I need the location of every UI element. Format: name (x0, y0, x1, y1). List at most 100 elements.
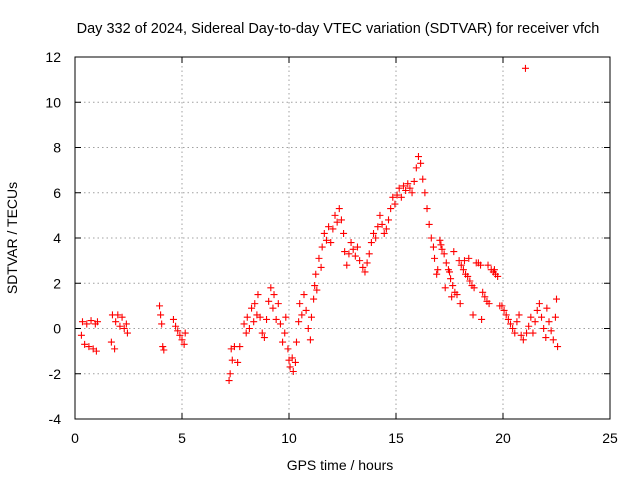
data-point (395, 184, 403, 192)
data-point (542, 334, 550, 342)
data-point (83, 320, 91, 328)
data-point (93, 318, 101, 326)
data-point (118, 313, 126, 321)
data-point (340, 229, 348, 237)
data-point (380, 229, 388, 237)
data-point (243, 313, 251, 321)
data-point (464, 272, 472, 280)
y-tick-label: 0 (53, 321, 61, 337)
x-tick-label: 5 (178, 430, 186, 446)
data-point (540, 325, 548, 332)
data-point (318, 243, 326, 251)
data-point (399, 182, 407, 190)
data-point (484, 261, 492, 269)
y-axis-label: SDTVAR / TECUs (4, 182, 20, 294)
data-point (517, 331, 525, 339)
data-point (307, 313, 315, 321)
y-tick-labels: -4 -2 0 2 4 6 8 10 12 (45, 49, 61, 427)
data-point (272, 315, 280, 323)
data-point (122, 320, 130, 328)
data-point (529, 329, 537, 337)
data-point (525, 322, 533, 330)
data-point (457, 261, 465, 269)
data-point (419, 175, 427, 183)
data-point (347, 239, 355, 247)
data-point (441, 284, 449, 292)
data-point (438, 245, 446, 253)
data-point (160, 346, 168, 354)
data-point (523, 329, 531, 337)
data-point (509, 325, 517, 332)
data-point (365, 250, 373, 258)
data-point (254, 291, 262, 299)
data-point (515, 311, 523, 319)
data-point (500, 306, 508, 314)
data-point (547, 327, 555, 335)
data-point (410, 177, 418, 185)
data-point (178, 336, 186, 344)
data-point (282, 313, 290, 321)
data-point (85, 343, 93, 351)
data-point (351, 252, 359, 260)
data-point (276, 320, 284, 328)
data-point (284, 345, 292, 353)
data-point (312, 270, 320, 278)
data-point (511, 329, 519, 337)
data-point (353, 243, 361, 251)
data-point (313, 286, 321, 294)
data-point (535, 300, 543, 308)
tick-marks (74, 56, 611, 420)
data-point (421, 189, 429, 197)
y-tick-label: 8 (53, 140, 61, 156)
data-point (479, 288, 487, 296)
chart-title: Day 332 of 2024, Sidereal Day-to-day VTE… (77, 21, 600, 37)
data-point (176, 331, 184, 339)
data-point (554, 343, 562, 351)
data-point (304, 325, 312, 332)
data-point (329, 225, 337, 233)
x-tick-label: 15 (388, 430, 404, 446)
data-point (250, 318, 258, 326)
x-tick-label: 10 (281, 430, 297, 446)
data-point (447, 275, 455, 283)
data-point (337, 216, 345, 224)
data-point (158, 320, 166, 328)
data-point (385, 216, 393, 224)
data-point (402, 186, 410, 194)
data-point (258, 329, 266, 337)
data-point (551, 313, 559, 321)
data-point (498, 302, 506, 310)
data-point (478, 315, 486, 323)
data-point (311, 282, 319, 290)
data-point (267, 284, 275, 292)
data-point (449, 282, 457, 290)
data-point (545, 318, 553, 326)
data-point (317, 263, 325, 271)
data-point (406, 184, 414, 192)
data-point (378, 220, 386, 228)
data-point (356, 257, 364, 265)
data-point (389, 193, 397, 201)
data-point (289, 367, 297, 375)
data-point (477, 261, 485, 269)
data-point (325, 223, 333, 231)
data-point (298, 311, 306, 319)
data-point (460, 257, 468, 265)
y-tick-label: 10 (45, 94, 61, 110)
data-point (533, 306, 541, 314)
data-point (120, 325, 128, 332)
data-point (111, 345, 119, 353)
data-point (393, 191, 401, 199)
data-point (327, 239, 335, 247)
data-point (543, 304, 551, 312)
data-point (114, 311, 122, 319)
data-point (465, 254, 473, 262)
data-point (504, 315, 512, 323)
data-point (157, 311, 165, 319)
data-point (431, 254, 439, 262)
data-point (331, 211, 339, 219)
data-point (234, 358, 242, 366)
data-point (513, 318, 521, 326)
data-point (269, 304, 277, 312)
